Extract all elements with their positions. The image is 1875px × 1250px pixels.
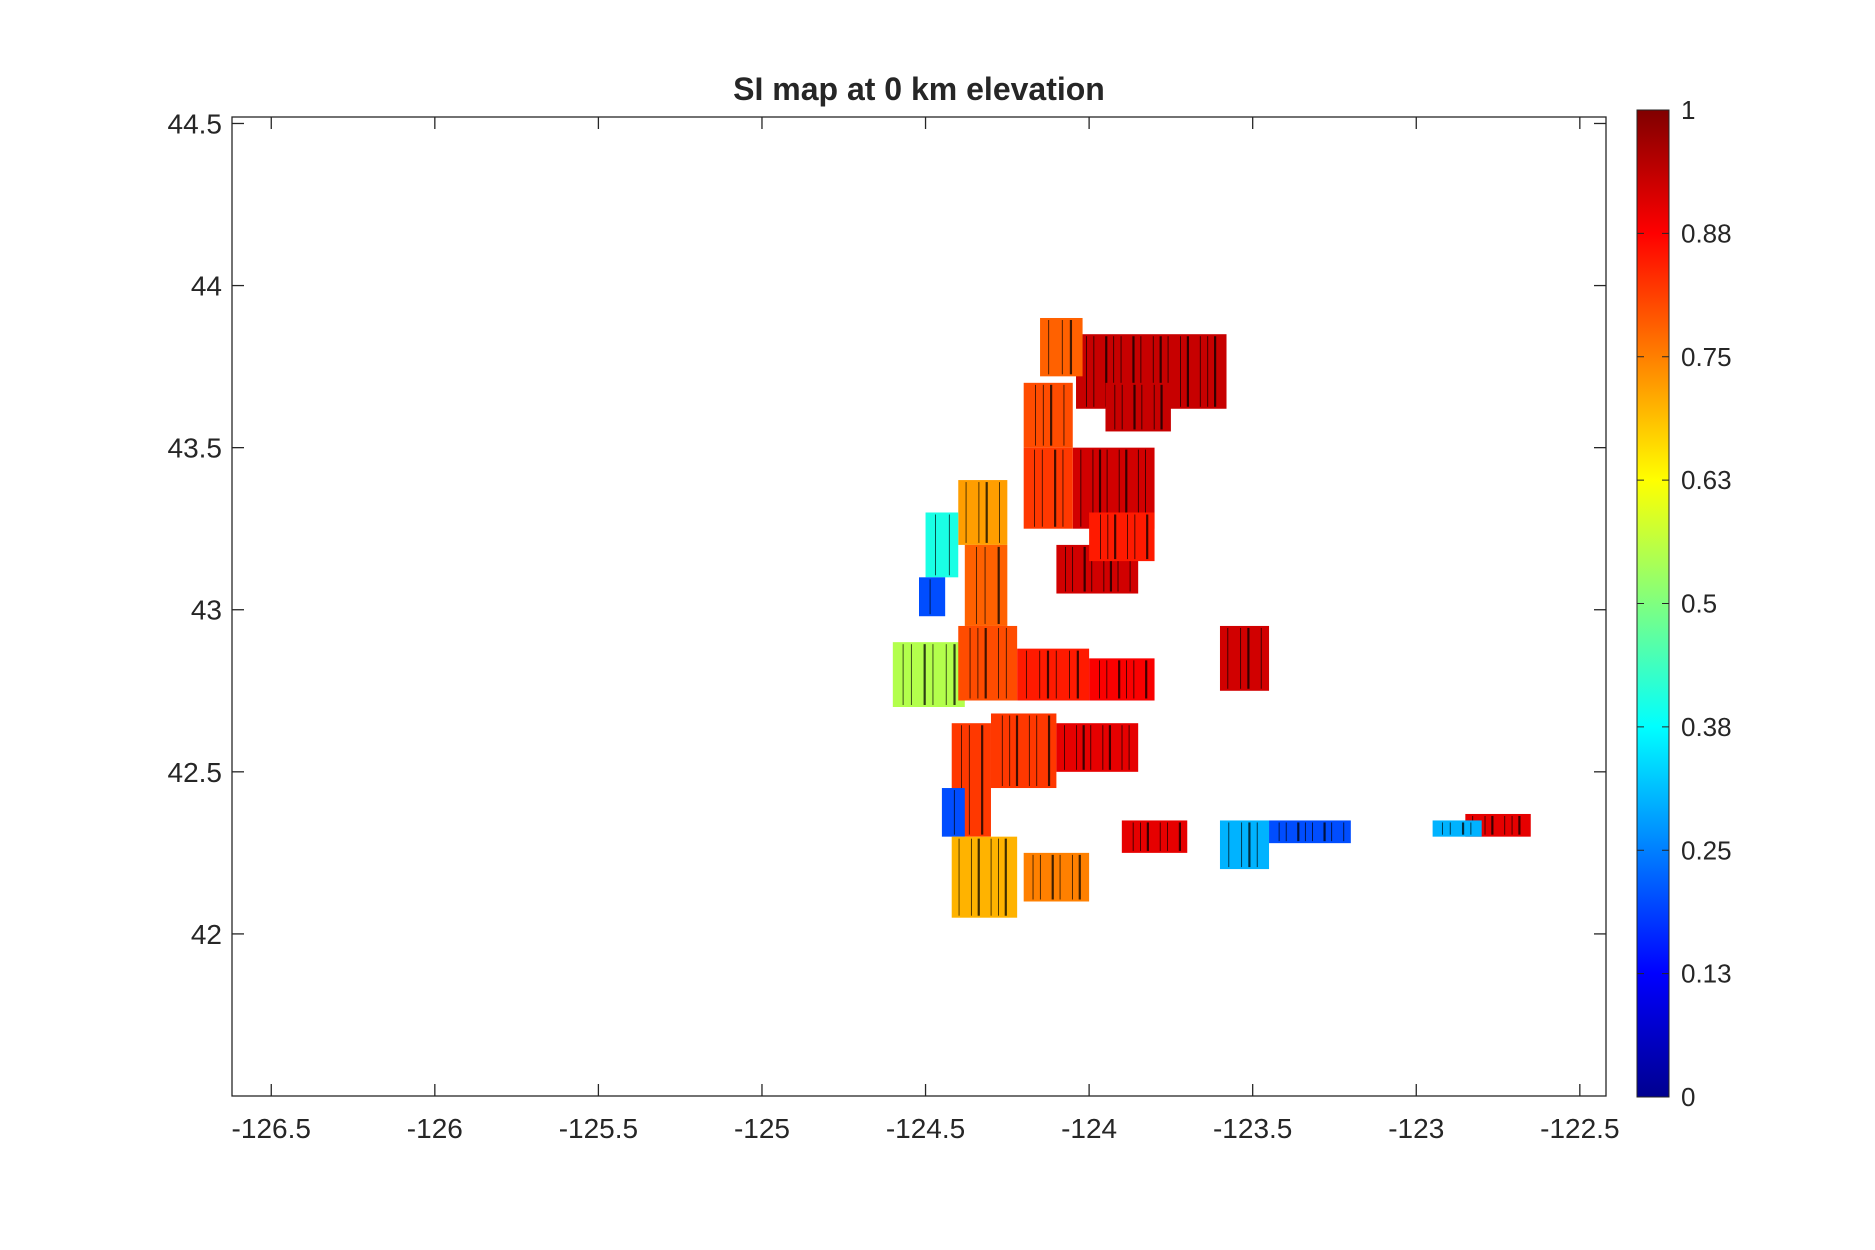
y-tick-label: 44.5: [168, 108, 223, 139]
colorbar-tick-label: 0.63: [1681, 465, 1732, 495]
si-region: [925, 512, 959, 578]
x-tick-label: -124: [1061, 1113, 1117, 1144]
x-tick-label: -124.5: [886, 1113, 965, 1144]
si-region: [1089, 512, 1155, 562]
si-region: [958, 480, 1008, 545]
si-region: [1023, 447, 1073, 529]
si-region: [1023, 852, 1090, 902]
si-region: [1432, 820, 1482, 837]
si-region: [941, 788, 965, 837]
x-axis: -126.5 -126 -125.5 -125 -124.5 -124 -123.5 -123…: [232, 117, 1620, 1144]
x-tick-label: -126.5: [232, 1113, 311, 1144]
si-region: [1219, 820, 1270, 870]
colorbar-tick-label: 0.38: [1681, 712, 1732, 742]
y-tick-label: 44: [191, 271, 222, 302]
si-region: [964, 544, 1008, 626]
x-tick-label: -122.5: [1540, 1113, 1619, 1144]
si-region: [1105, 382, 1171, 432]
si-region: [1040, 317, 1083, 377]
plot-area-frame: [231, 116, 1607, 1097]
colorbar-tick-label: 0.75: [1681, 342, 1732, 372]
colorbar-tick-label: 0.25: [1681, 835, 1732, 865]
y-tick-label: 43.5: [168, 433, 223, 464]
x-tick-label: -123.5: [1213, 1113, 1292, 1144]
si-region: [919, 577, 946, 617]
x-tick-label: -125.5: [559, 1113, 638, 1144]
x-tick-label: -125: [734, 1113, 790, 1144]
colorbar-tick-label: 0: [1681, 1082, 1695, 1112]
y-tick-label: 43: [191, 595, 222, 626]
si-region: [1219, 625, 1270, 691]
colorbar-tick-label: 1: [1681, 95, 1695, 125]
si-region: [990, 713, 1057, 789]
si-region: [1017, 648, 1090, 701]
si-region: [958, 625, 1018, 701]
si-region: [1089, 658, 1155, 701]
colorbar-tick-label: 0.88: [1681, 218, 1732, 248]
y-axis: 42 42.5 43 43.5 44 44.5: [168, 108, 1606, 950]
si-region: [1056, 723, 1139, 772]
y-tick-label: 42: [191, 919, 222, 950]
si-region: [1269, 820, 1351, 844]
y-tick-label: 42.5: [168, 757, 223, 788]
si-region: [1121, 820, 1188, 853]
colorbar-ticks: 0 0.13 0.25 0.38 0.5 0.63 0.75 0.88 1: [1637, 95, 1732, 1112]
si-data-layer: [892, 317, 1531, 918]
chart-title: SI map at 0 km elevation: [733, 71, 1105, 107]
x-tick-label: -126: [407, 1113, 463, 1144]
colorbar-tick-label: 0.13: [1681, 959, 1732, 989]
si-region: [892, 642, 965, 707]
si-region: [951, 836, 1018, 918]
x-tick-label: -123: [1388, 1113, 1444, 1144]
colorbar-tick-label: 0.5: [1681, 589, 1717, 619]
si-region: [1023, 382, 1073, 448]
